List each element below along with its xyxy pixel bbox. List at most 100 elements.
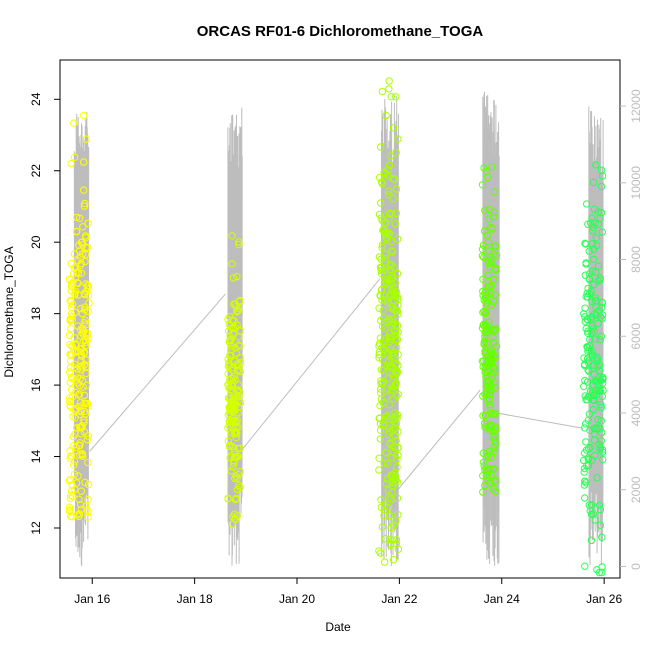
data-point — [584, 455, 593, 464]
data-point — [235, 238, 243, 246]
data-point — [381, 558, 389, 566]
data-point — [581, 304, 589, 312]
data-point — [590, 280, 598, 289]
data-point — [379, 306, 387, 315]
data-point — [598, 568, 606, 577]
data-point — [590, 396, 599, 405]
data-point — [482, 308, 490, 316]
data-point — [596, 336, 605, 344]
data-point — [491, 436, 499, 445]
data-point — [375, 210, 384, 219]
data-point — [66, 368, 74, 376]
data-point — [388, 383, 396, 391]
data-point — [585, 274, 594, 283]
data-point — [591, 219, 599, 227]
data-point — [479, 275, 487, 283]
data-point — [392, 209, 400, 218]
data-point — [394, 301, 402, 309]
data-point — [390, 263, 398, 272]
data-point — [581, 239, 589, 248]
data-point — [492, 487, 500, 496]
data-point — [68, 312, 76, 321]
data-point — [384, 299, 392, 307]
data-point — [79, 327, 88, 335]
data-point — [379, 398, 387, 407]
data-point — [594, 416, 602, 424]
data-point — [76, 214, 84, 223]
data-point — [483, 396, 491, 404]
data-point — [391, 381, 400, 389]
data-point — [384, 295, 392, 303]
data-point — [378, 322, 387, 331]
data-point — [582, 324, 590, 333]
data-point — [585, 367, 593, 375]
data-point — [68, 386, 76, 394]
data-point — [389, 287, 397, 295]
data-point — [227, 342, 236, 350]
data-point — [582, 259, 590, 267]
data-point — [67, 298, 75, 306]
data-point — [478, 245, 487, 254]
data-point — [597, 400, 605, 409]
data-point — [72, 227, 81, 236]
data-point — [484, 238, 492, 246]
data-point — [393, 463, 401, 471]
data-point — [581, 494, 589, 502]
data-point — [392, 370, 400, 378]
y-tick-label: 24 — [29, 92, 43, 106]
data-point — [69, 413, 77, 421]
data-point — [72, 446, 80, 455]
data-point — [581, 562, 589, 570]
data-point — [75, 390, 84, 398]
data-point — [479, 241, 488, 250]
data-point — [583, 315, 591, 323]
data-point — [480, 164, 488, 172]
data-point — [586, 290, 594, 298]
data-point — [580, 456, 588, 465]
data-point — [77, 406, 85, 415]
data-point — [384, 385, 392, 393]
x-tick-label: Jan 24 — [484, 592, 520, 606]
data-point — [389, 283, 397, 291]
data-point — [580, 382, 588, 391]
data-point — [74, 391, 82, 399]
y2-tick-label: 12000 — [629, 89, 643, 123]
data-point — [224, 437, 233, 445]
data-point — [592, 268, 600, 276]
data-point — [581, 424, 589, 432]
altitude-layer — [73, 91, 604, 567]
data-point — [384, 486, 393, 494]
data-point — [379, 366, 387, 375]
data-point — [392, 367, 400, 375]
data-point — [77, 505, 86, 513]
data-point — [581, 317, 589, 326]
data-point — [84, 219, 92, 228]
data-point — [70, 470, 79, 478]
data-point — [491, 325, 499, 333]
data-point — [68, 316, 77, 324]
data-point — [490, 250, 498, 258]
data-point — [486, 360, 494, 368]
y2-tick-label: 8000 — [629, 246, 643, 273]
transit-line-3 — [397, 389, 481, 491]
data-point — [596, 521, 604, 529]
data-point — [596, 214, 604, 222]
data-point — [598, 172, 607, 180]
data-point — [385, 191, 393, 199]
data-point — [391, 424, 400, 432]
data-point — [480, 419, 489, 427]
data-point — [385, 493, 393, 502]
data-point — [225, 442, 234, 451]
data-point — [225, 338, 234, 346]
data-point — [589, 405, 597, 414]
data-point — [393, 478, 402, 486]
x-axis-label: Date — [325, 620, 351, 634]
y-tick-label: 12 — [29, 521, 43, 535]
data-point — [481, 333, 489, 341]
y2-tick-label: 4000 — [629, 399, 643, 426]
transit-line-2 — [240, 278, 381, 452]
altitude-trace-5 — [588, 106, 604, 566]
data-point — [67, 351, 75, 359]
data-point — [80, 186, 88, 194]
